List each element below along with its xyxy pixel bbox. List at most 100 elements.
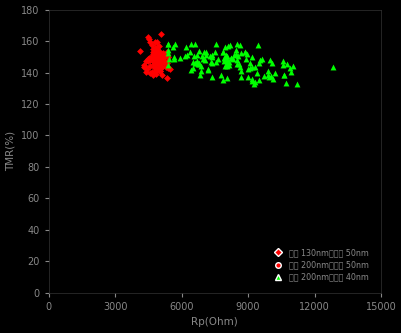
Point (166, 56, 172, 62)
Point (187, 68, 193, 73)
Point (212, 60, 218, 65)
Point (233, 42, 240, 47)
Point (149, 51, 156, 56)
Point (195, 60, 202, 65)
Point (181, 53, 188, 58)
Point (195, 62, 201, 67)
Point (152, 39, 158, 45)
Point (192, 61, 198, 66)
Point (201, 58, 207, 63)
Point (330, 65, 336, 70)
Point (158, 72, 165, 77)
Point (264, 73, 271, 78)
Point (243, 52, 249, 57)
Point (146, 58, 152, 63)
Point (269, 76, 275, 82)
Point (150, 57, 157, 63)
Point (183, 44, 189, 50)
Point (219, 50, 225, 55)
Point (254, 43, 261, 48)
Point (196, 49, 202, 54)
Point (204, 66, 211, 72)
Point (159, 52, 166, 57)
Point (267, 74, 274, 79)
Point (227, 56, 234, 61)
Point (152, 53, 158, 58)
Point (154, 57, 160, 62)
Point (163, 75, 170, 81)
Point (198, 54, 205, 59)
Point (197, 64, 204, 69)
Point (165, 42, 171, 47)
Point (246, 61, 253, 66)
Point (232, 51, 238, 57)
Point (150, 47, 156, 52)
Point (156, 65, 162, 70)
Point (194, 58, 200, 64)
X-axis label: Rp(Ohm): Rp(Ohm) (191, 317, 238, 327)
Point (147, 39, 153, 45)
Point (222, 57, 228, 63)
Point (233, 61, 239, 67)
Point (154, 46, 160, 52)
Point (241, 49, 247, 55)
Point (222, 57, 229, 62)
Point (142, 59, 149, 64)
Point (244, 66, 250, 71)
Point (188, 42, 194, 47)
Point (280, 73, 287, 78)
Point (144, 66, 150, 71)
Point (235, 53, 241, 58)
Point (165, 51, 171, 56)
Point (136, 48, 143, 54)
Point (148, 55, 154, 60)
Point (224, 75, 230, 80)
Point (214, 56, 221, 62)
Point (225, 62, 232, 68)
Point (221, 63, 228, 68)
Point (144, 58, 151, 63)
Point (164, 60, 170, 66)
Point (199, 56, 206, 62)
Point (255, 78, 262, 83)
Point (156, 52, 162, 58)
Point (160, 50, 166, 55)
Point (200, 50, 207, 55)
Point (186, 49, 193, 55)
Point (207, 60, 214, 65)
Point (233, 47, 239, 52)
Point (236, 64, 243, 70)
Point (196, 72, 203, 78)
Point (206, 53, 213, 58)
Point (156, 67, 162, 72)
Point (253, 70, 260, 75)
Point (171, 55, 177, 60)
Point (225, 60, 231, 65)
Point (248, 64, 254, 70)
Point (140, 64, 147, 70)
Point (146, 55, 152, 60)
Point (256, 58, 262, 63)
Point (154, 54, 161, 60)
Point (248, 78, 254, 83)
Point (183, 52, 190, 57)
Point (208, 74, 215, 80)
Point (155, 61, 162, 66)
Point (160, 55, 167, 60)
Point (249, 76, 255, 81)
Point (152, 71, 158, 76)
Point (202, 53, 209, 58)
Point (237, 50, 243, 56)
Point (219, 77, 225, 83)
Point (197, 68, 203, 73)
Point (204, 68, 210, 73)
Point (150, 54, 157, 59)
Point (150, 49, 157, 55)
Point (266, 58, 273, 63)
Point (237, 75, 244, 80)
Point (164, 50, 170, 55)
Point (251, 80, 258, 85)
Point (151, 65, 157, 70)
Point (258, 56, 264, 62)
Point (159, 55, 165, 60)
